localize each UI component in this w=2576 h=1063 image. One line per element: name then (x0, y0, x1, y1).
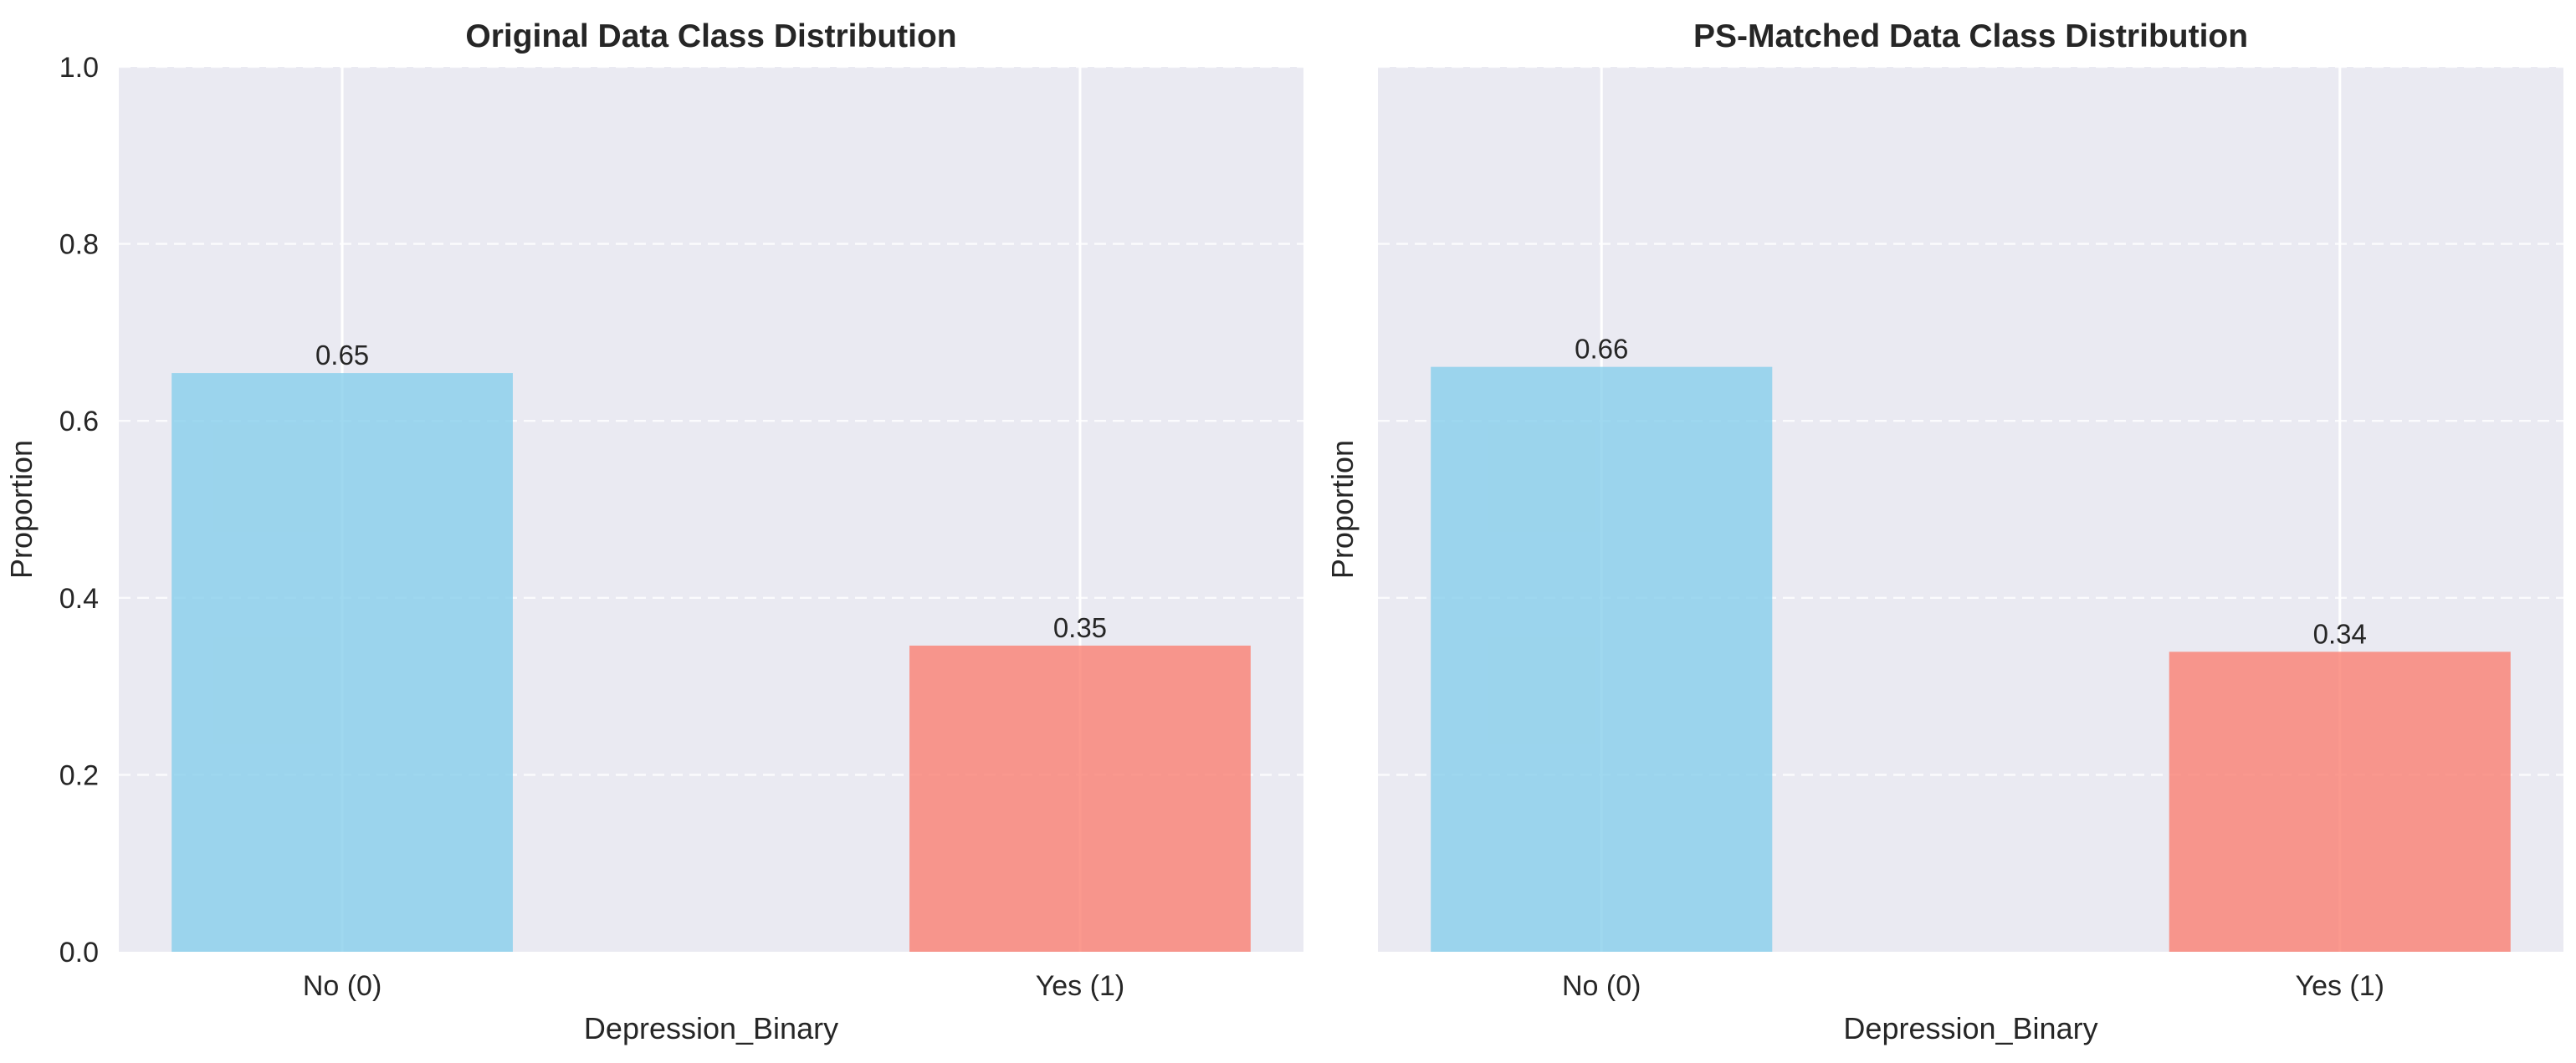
bar-no (172, 373, 513, 952)
y-axis-label: Proportion (4, 440, 38, 579)
bar-value-label: 0.65 (315, 340, 369, 371)
y-axis-label: Proportion (1325, 440, 1360, 579)
chart-panel-ps-matched: 0.66 No (0) 0.34 Yes (1) PS-Matched Data Cla… (1325, 18, 2563, 1045)
bar-value-label: 0.66 (1575, 334, 1628, 365)
chart-panel-original: 0.65 No (0) 0.35 Yes (1) 0.0 0.2 0.4 0.6 0.8 1.0 O… (4, 18, 1303, 1045)
y-tick-label: 0.8 (59, 229, 99, 261)
x-tick-label: No (0) (303, 970, 382, 1002)
y-tick-label: 1.0 (59, 52, 99, 84)
y-tick-label: 0.2 (59, 759, 99, 791)
bar-value-label: 0.35 (1053, 612, 1107, 643)
y-tick-label: 0.6 (59, 406, 99, 437)
x-tick-label: No (0) (1562, 970, 1641, 1002)
bar-value-label: 0.34 (2313, 618, 2367, 649)
y-tick-label: 0.4 (59, 583, 99, 615)
x-tick-label: Yes (1) (1036, 970, 1124, 1002)
x-axis-label: Depression_Binary (584, 1011, 838, 1045)
x-tick-label: Yes (1) (2296, 970, 2384, 1002)
bar-yes (909, 645, 1251, 952)
bar-no (1431, 366, 1773, 952)
chart-title: PS-Matched Data Class Distribution (1693, 18, 2248, 54)
bar-yes (2169, 652, 2511, 952)
y-tick-label: 0.0 (59, 937, 99, 968)
chart-title: Original Data Class Distribution (465, 18, 956, 54)
x-axis-label: Depression_Binary (1843, 1011, 2097, 1045)
